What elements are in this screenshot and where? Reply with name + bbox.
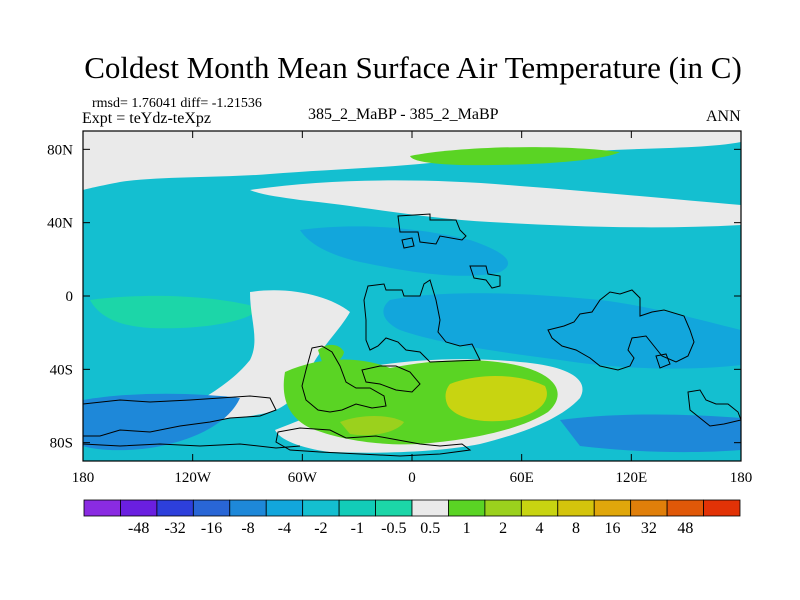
x-tick-label: 60W <box>288 470 318 486</box>
colorbar-swatch <box>557 499 595 517</box>
colorbar-label: -32 <box>164 520 185 537</box>
colorbar-swatch <box>484 499 522 517</box>
coastline-east-island <box>655 353 671 369</box>
x-tick-label: 60E <box>510 470 534 486</box>
arctic-positive-patch <box>410 147 620 166</box>
pacific-positive-blob <box>318 344 344 364</box>
colorbar-label: 16 <box>604 520 620 537</box>
rmsd-diff-stats: rmsd= 1.76041 diff= -1.21536 <box>92 96 262 111</box>
x-tick-label: 120W <box>174 470 212 486</box>
colorbar-label: 4 <box>536 520 544 537</box>
colorbar-swatch <box>375 499 413 517</box>
colorbar-swatch <box>156 499 194 517</box>
north-neutral-band <box>250 180 741 228</box>
colorbar-swatch <box>338 499 376 517</box>
south-warm-core-small <box>340 416 404 436</box>
latitude-ticks: 80N 40N 0 40S 80S <box>47 142 741 452</box>
colorbar <box>83 499 741 517</box>
colorbar-label: -16 <box>201 520 222 537</box>
colorbar-label: -48 <box>128 520 149 537</box>
colorbar-label: 2 <box>499 520 507 537</box>
colorbar-swatch <box>83 499 121 517</box>
colorbar-label: 0.5 <box>420 520 440 537</box>
colorbar-label: -0.5 <box>381 520 406 537</box>
x-tick-label: 0 <box>408 470 416 486</box>
coastline-antarctic-east <box>687 389 741 427</box>
coastline-south-continent-mid <box>361 365 421 393</box>
coastline-central-continent <box>363 279 481 363</box>
subtropical-teal-patch <box>90 295 260 329</box>
colorbar-swatch <box>265 499 304 517</box>
colorbar-label: 1 <box>463 520 471 537</box>
colorbar-swatch <box>120 499 158 517</box>
coastline-outlines <box>83 213 741 457</box>
y-tick-label: 40S <box>50 362 73 378</box>
arctic-neutral-region <box>83 131 741 190</box>
season-label: ANN <box>706 108 741 125</box>
y-tick-label: 80N <box>47 142 73 158</box>
south-cool-patch-east <box>560 414 741 453</box>
colorbar-label: -4 <box>278 520 291 537</box>
coastline-small-island <box>401 237 415 249</box>
colorbar-swatch <box>302 499 340 517</box>
coastline-antarctic-central <box>275 427 472 457</box>
south-warm-core <box>445 375 547 422</box>
south-neutral-region-west <box>170 290 350 420</box>
x-tick-label: 180 <box>730 470 753 486</box>
experiment-label: Expt = teYdz-teXpz <box>82 110 211 127</box>
colorbar-label: 48 <box>677 520 693 537</box>
colorbar-swatch <box>703 499 741 517</box>
map-title: Coldest Month Mean Surface Air Temperatu… <box>84 50 742 85</box>
colorbar-swatch <box>593 499 632 517</box>
colorbar-swatch <box>411 499 449 517</box>
coastline-antarctic-west-lower <box>83 443 301 449</box>
colorbar-label: 32 <box>641 520 657 537</box>
y-tick-label: 0 <box>66 289 74 305</box>
comparison-label: 385_2_MaBP - 385_2_MaBP <box>308 106 499 123</box>
y-tick-label: 40N <box>47 216 73 232</box>
colorbar-swatch <box>630 499 668 517</box>
south-cool-patch-west <box>83 393 240 451</box>
y-tick-label: 80S <box>50 436 73 452</box>
coastline-island-chain <box>469 265 501 289</box>
colorbar-label: -8 <box>241 520 254 537</box>
longitude-ticks: 180 120W 60W 0 60E 120E 180 <box>72 131 753 486</box>
x-tick-label: 180 <box>72 470 95 486</box>
colorbar-swatch <box>666 499 704 517</box>
coastline-north-landmass <box>397 213 467 245</box>
colorbar-label: -1 <box>351 520 364 537</box>
coastline-south-continent-west <box>301 345 387 413</box>
colorbar-swatch <box>229 499 267 517</box>
colorbar-label: 8 <box>572 520 580 537</box>
coastline-antarctic-west <box>83 395 277 437</box>
x-tick-label: 120E <box>615 470 647 486</box>
coastline-east-continent <box>547 289 695 371</box>
colorbar-swatch <box>448 499 486 517</box>
colorbar-swatch <box>520 499 559 517</box>
colorbar-swatch <box>192 499 231 517</box>
colorbar-label: -2 <box>314 520 327 537</box>
colorbar-labels: -48 -32 -16 -8 -4 -2 -1 -0.5 0.5 1 2 4 8 16 32 48 <box>128 520 693 537</box>
